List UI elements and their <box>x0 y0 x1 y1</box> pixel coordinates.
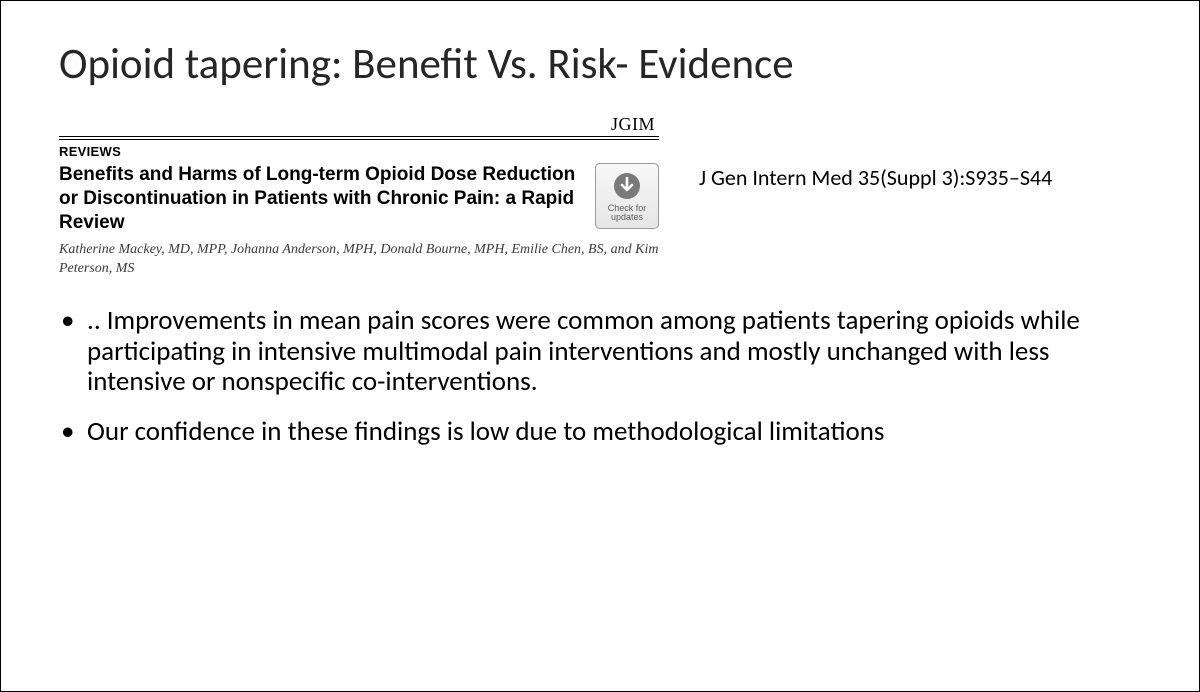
check-updates-text2: updates <box>611 213 643 222</box>
paper-row: JGIM REVIEWS Benefits and Harms of Long-… <box>59 118 1141 278</box>
paper-title-row: Benefits and Harms of Long-term Opioid D… <box>59 163 659 234</box>
journal-abbrev: JGIM <box>611 114 655 135</box>
check-for-updates-badge: Check for updates <box>595 163 659 229</box>
bullet-list: .. Improvements in mean pain scores were… <box>59 306 1141 447</box>
slide-title: Opioid tapering: Benefit Vs. Risk- Evide… <box>59 39 1141 88</box>
paper-authors: Katherine Mackey, MD, MPP, Johanna Ander… <box>59 241 659 279</box>
double-rule <box>59 136 659 140</box>
section-label: REVIEWS <box>59 144 659 159</box>
bullet-item: Our confidence in these findings is low … <box>59 417 1141 447</box>
slide-container: Opioid tapering: Benefit Vs. Risk- Evide… <box>0 0 1200 692</box>
crossmark-icon <box>612 171 642 201</box>
paper-title: Benefits and Harms of Long-term Opioid D… <box>59 163 583 234</box>
citation-text: J Gen Intern Med 35(Suppl 3):S935–S44 <box>699 164 1052 193</box>
paper-header-clip: JGIM REVIEWS Benefits and Harms of Long-… <box>59 118 659 278</box>
bullet-item: .. Improvements in mean pain scores were… <box>59 306 1141 397</box>
